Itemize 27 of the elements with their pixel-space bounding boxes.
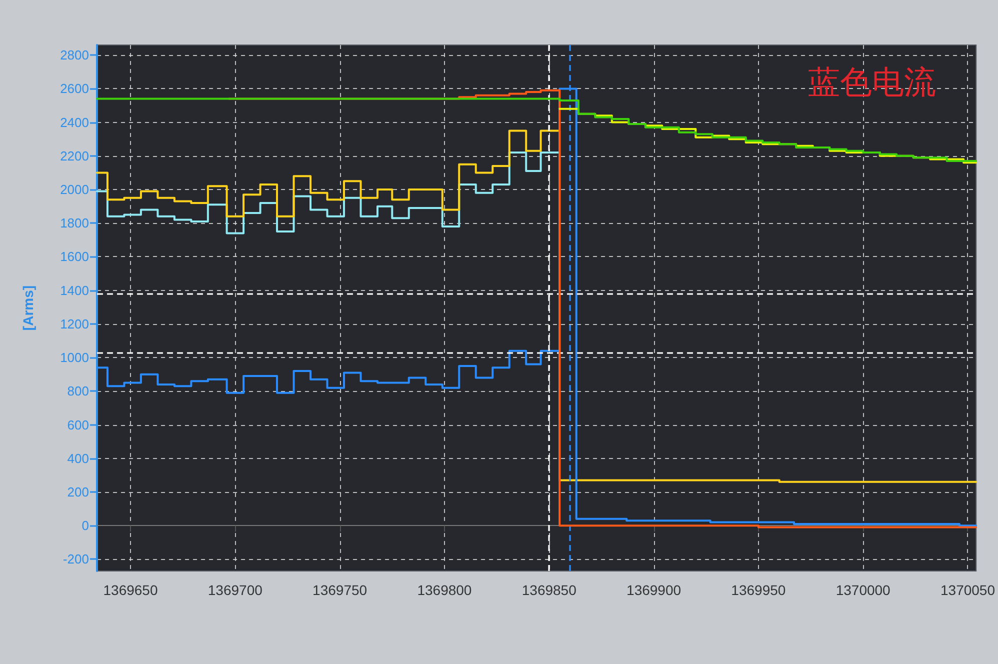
x-tick-label: 1369950 [731, 582, 786, 598]
y-tick-label: 1000 [60, 350, 89, 366]
y-tick-label: 1600 [60, 249, 89, 264]
y-axis-title: [Arms] [20, 285, 36, 331]
y-tick-label: 1200 [60, 316, 89, 332]
y-tick-label: 600 [67, 417, 89, 432]
x-tick-label: 1369800 [417, 582, 472, 598]
x-tick-label: 1369850 [522, 582, 577, 598]
y-tick-label: 400 [67, 450, 89, 466]
y-tick-label: 2400 [60, 114, 89, 130]
x-tick-label: 1369700 [208, 582, 263, 598]
y-tick-label: 2000 [60, 182, 89, 198]
annotation: 蓝色电流 [808, 64, 936, 100]
y-tick-label: 2200 [60, 148, 89, 164]
y-tick-label: 2600 [60, 81, 89, 96]
y-tick-label: 1800 [60, 216, 89, 231]
y-tick-label: 200 [67, 484, 89, 500]
y-tick-label: 0 [82, 518, 89, 534]
x-tick-label: 1369650 [103, 582, 158, 598]
x-tick-label: 1370000 [836, 582, 891, 598]
y-tick-label: 800 [67, 384, 89, 399]
x-tick-label: 1370050 [940, 582, 996, 598]
y-tick-label: -200 [62, 552, 89, 567]
x-tick-label: 1369750 [312, 582, 368, 598]
y-tick-label: 2800 [60, 48, 89, 63]
x-tick-label: 1369900 [626, 582, 682, 598]
y-tick-label: 1400 [60, 282, 89, 298]
